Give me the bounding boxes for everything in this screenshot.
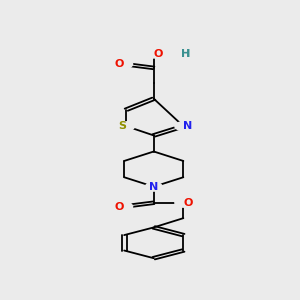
Circle shape bbox=[116, 202, 133, 211]
Text: H: H bbox=[181, 49, 190, 58]
Text: N: N bbox=[149, 182, 158, 192]
Text: N: N bbox=[183, 121, 193, 131]
Circle shape bbox=[145, 49, 162, 58]
Circle shape bbox=[175, 198, 192, 207]
Text: S: S bbox=[118, 121, 126, 131]
Circle shape bbox=[118, 122, 135, 130]
Circle shape bbox=[173, 49, 190, 58]
Circle shape bbox=[116, 60, 133, 69]
Text: O: O bbox=[115, 202, 124, 212]
Text: O: O bbox=[154, 49, 163, 58]
Text: O: O bbox=[183, 198, 193, 208]
Circle shape bbox=[175, 122, 192, 130]
Circle shape bbox=[145, 182, 162, 191]
Circle shape bbox=[175, 50, 188, 57]
Text: O: O bbox=[115, 59, 124, 69]
Text: H: H bbox=[181, 49, 190, 58]
